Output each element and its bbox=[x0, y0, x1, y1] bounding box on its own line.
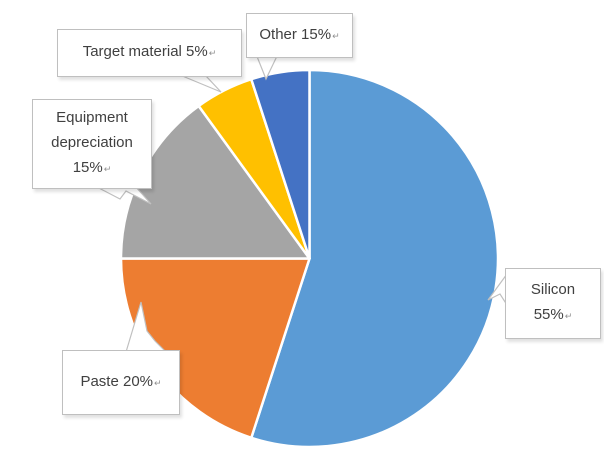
pie-slice-silicon bbox=[250, 68, 500, 449]
callout-target-material: Target material 5%↵ bbox=[57, 29, 242, 77]
callout-other-label: Other 15%↵ bbox=[259, 25, 340, 43]
callout-pointer-target-material bbox=[179, 74, 222, 93]
pie-slices-group bbox=[119, 68, 500, 449]
callout-equipment-depreciation: Equipment depreciation 15%↵ bbox=[32, 99, 152, 189]
return-mark-icon: ↵ bbox=[154, 378, 162, 389]
return-mark-icon: ↵ bbox=[332, 31, 340, 42]
return-mark-icon: ↵ bbox=[103, 165, 112, 175]
callout-equipment-line-3: 15%↵ bbox=[72, 159, 112, 176]
callout-other: Other 15%↵ bbox=[246, 13, 353, 58]
callout-paste: Paste 20%↵ bbox=[62, 350, 180, 415]
return-mark-icon: ↵ bbox=[564, 312, 573, 322]
callout-silicon: Silicon 55%↵ bbox=[505, 268, 601, 339]
return-mark-icon: ↵ bbox=[208, 49, 217, 59]
pie-slice-other bbox=[250, 68, 311, 260]
callout-equipment-line-2: depreciation bbox=[51, 134, 133, 151]
callout-silicon-line-1: Silicon bbox=[530, 281, 576, 298]
callout-silicon-line-2: 55%↵ bbox=[533, 306, 573, 323]
callout-target-material-label: Target material 5%↵ bbox=[82, 43, 217, 60]
callout-paste-label: Paste 20%↵ bbox=[80, 372, 162, 390]
callout-equipment-line-1: Equipment bbox=[56, 109, 128, 126]
